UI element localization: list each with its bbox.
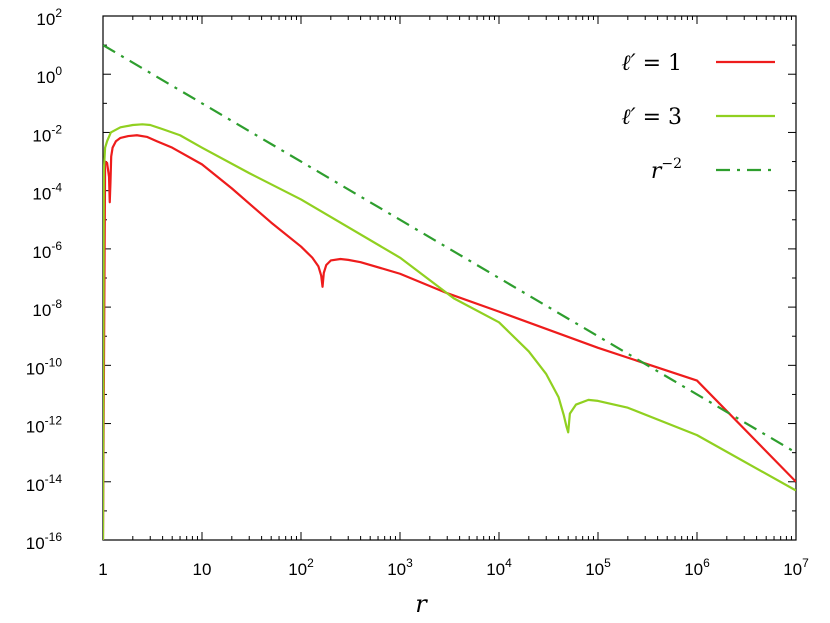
y-tick-label-base: 10 <box>36 10 55 29</box>
legend-label-part: = 3 <box>636 105 682 130</box>
series-line-2 <box>103 123 796 540</box>
y-tick-label-base: 10 <box>32 126 51 145</box>
x-tick-label-exp: 6 <box>703 556 710 570</box>
y-tick-label-exp: -6 <box>51 239 62 253</box>
x-tick-label-exp: 5 <box>604 556 611 570</box>
x-tick-label: 103 <box>387 556 413 579</box>
x-tick-label-exp: 4 <box>505 556 512 570</box>
legend-label-part: ℓ′ <box>621 105 635 130</box>
ticks: 1 10 102 103 104 105 106 10710210010-210-410-61… <box>26 6 809 579</box>
y-tick-label: 10-6 <box>32 239 62 262</box>
x-tick-label-base: 1 <box>98 560 107 579</box>
x-tick-label-base: 10 <box>783 560 802 579</box>
x-axis-title: r <box>415 590 428 618</box>
y-tick-label-base: 10 <box>32 185 51 204</box>
y-tick-label-exp: 0 <box>55 64 62 78</box>
y-tick-label-exp: -10 <box>45 355 63 369</box>
y-tick-label: 10-12 <box>26 414 63 437</box>
y-tick-label-exp: -8 <box>51 297 62 311</box>
legend: ℓ′ = 1ℓ′ = 3r−2 <box>621 51 775 184</box>
series-line-3 <box>103 44 796 454</box>
x-tick-label-exp: 7 <box>802 556 809 570</box>
x-tick-label: 10 <box>193 560 212 579</box>
y-tick-label: 10-16 <box>26 530 63 553</box>
x-tick-label-exp: 2 <box>307 556 314 570</box>
y-tick-label: 10-10 <box>26 355 63 378</box>
x-tick-label-exp: 3 <box>406 556 413 570</box>
y-tick-label: 102 <box>36 6 62 29</box>
x-tick-label: 106 <box>684 556 710 579</box>
y-tick-label-base: 10 <box>26 418 45 437</box>
x-tick-label-base: 10 <box>193 560 212 579</box>
y-tick-label-base: 10 <box>32 301 51 320</box>
x-tick-label-base: 10 <box>387 560 406 579</box>
y-tick-label-base: 10 <box>32 243 51 262</box>
x-tick-label: 105 <box>585 556 611 579</box>
y-tick-label-exp: -4 <box>51 181 62 195</box>
x-tick-label-base: 10 <box>486 560 505 579</box>
x-tick-label: 1 <box>98 560 107 579</box>
y-tick-label: 10-4 <box>32 181 62 204</box>
x-tick-label: 102 <box>288 556 314 579</box>
series-line-1 <box>103 134 796 540</box>
x-tick-label-base: 10 <box>684 560 703 579</box>
y-tick-label-base: 10 <box>26 534 45 553</box>
y-tick-label: 100 <box>36 64 62 87</box>
y-tick-label-exp: -2 <box>51 122 62 136</box>
y-tick-label: 10-14 <box>26 472 63 495</box>
y-tick-label: 10-8 <box>32 297 62 320</box>
y-tick-label-base: 10 <box>36 68 55 87</box>
y-tick-label-exp: -14 <box>45 472 63 486</box>
x-tick-label: 104 <box>486 556 512 579</box>
y-tick-label-exp: -16 <box>45 530 63 544</box>
legend-label-3: r−2 <box>651 156 682 184</box>
legend-label-2: ℓ′ = 3 <box>621 105 682 130</box>
y-tick-label-base: 10 <box>26 359 45 378</box>
y-tick-label: 10-2 <box>32 122 62 145</box>
plot-frame <box>102 15 797 541</box>
x-tick-label-base: 10 <box>288 560 307 579</box>
legend-label-part: ℓ′ <box>621 51 635 76</box>
legend-label-part: = 1 <box>636 51 682 76</box>
y-tick-label-exp: -12 <box>45 414 63 428</box>
legend-label-part: −2 <box>661 156 682 172</box>
y-tick-label-exp: 2 <box>55 6 62 20</box>
x-tick-label-base: 10 <box>585 560 604 579</box>
y-tick-label-base: 10 <box>26 476 45 495</box>
series-lines <box>103 44 796 540</box>
legend-label-part: r <box>651 159 663 184</box>
x-tick-label: 107 <box>783 556 809 579</box>
legend-label-1: ℓ′ = 1 <box>621 51 682 76</box>
